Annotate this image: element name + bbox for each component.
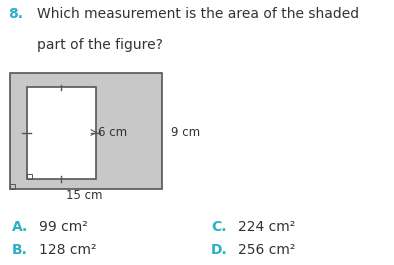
Text: 8.: 8. — [8, 7, 23, 21]
Text: 6 cm: 6 cm — [98, 126, 127, 139]
Bar — [10, 184, 15, 189]
Text: B.: B. — [12, 244, 28, 257]
Text: 9 cm: 9 cm — [171, 126, 201, 139]
Text: A.: A. — [12, 220, 28, 233]
Text: 256 cm²: 256 cm² — [238, 244, 296, 257]
Text: 128 cm²: 128 cm² — [39, 244, 97, 257]
Bar — [27, 174, 32, 179]
Text: C.: C. — [211, 220, 226, 233]
Text: Which measurement is the area of the shaded: Which measurement is the area of the sha… — [37, 7, 360, 21]
Text: 224 cm²: 224 cm² — [238, 220, 296, 233]
Bar — [10, 73, 162, 189]
Text: D.: D. — [211, 244, 228, 257]
Text: 15 cm: 15 cm — [67, 189, 103, 202]
Bar — [27, 87, 96, 179]
Text: 99 cm²: 99 cm² — [39, 220, 88, 233]
Text: part of the figure?: part of the figure? — [37, 38, 163, 52]
